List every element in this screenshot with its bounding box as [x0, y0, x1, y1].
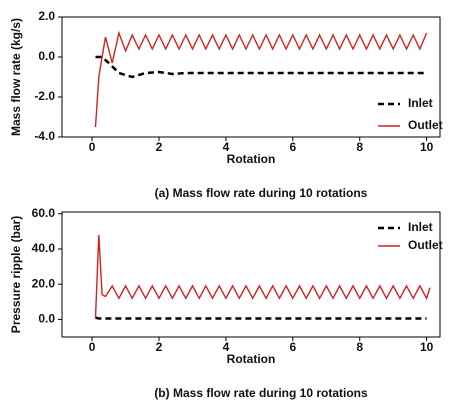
- y-tick-label: -4.0: [34, 129, 55, 143]
- y-tick-label: 20.0: [32, 276, 56, 290]
- y-tick-label: 0.0: [38, 312, 55, 326]
- y-tick-label: 2.0: [38, 9, 55, 23]
- x-tick-label: 2: [156, 340, 163, 354]
- caption: (a) Mass flow rate during 10 rotations: [155, 186, 368, 200]
- x-tick-label: 8: [356, 140, 363, 154]
- y-axis-label: Pressure ripple (bar): [9, 216, 23, 333]
- x-tick-label: 10: [420, 140, 434, 154]
- series-line: [94, 30, 428, 128]
- y-tick-label: -2.0: [34, 89, 55, 103]
- plot-frame: [61, 16, 441, 138]
- caption: (b) Mass flow rate during 10 rotations: [154, 386, 368, 400]
- series-line: [94, 234, 431, 318]
- x-axis-label: Rotation: [227, 152, 276, 166]
- legend-label: Inlet: [408, 220, 433, 234]
- legend-label: Outlet: [408, 118, 443, 132]
- series-line: [95, 55, 427, 79]
- y-axis-label: Mass flow rate (kg/s): [9, 18, 23, 136]
- x-tick-label: 6: [289, 340, 296, 354]
- legend-label: Outlet: [408, 238, 443, 252]
- x-tick-label: 6: [289, 140, 296, 154]
- series-line: [95, 316, 427, 320]
- x-tick-label: 4: [223, 340, 230, 354]
- x-tick-label: 10: [420, 340, 434, 354]
- y-tick-label: 0.0: [38, 49, 55, 63]
- x-tick-label: 8: [356, 340, 363, 354]
- x-tick-label: 4: [223, 140, 230, 154]
- legend-label: Inlet: [408, 96, 433, 110]
- x-tick-label: 0: [89, 140, 96, 154]
- x-tick-label: 0: [89, 340, 96, 354]
- y-tick-label: 40.0: [32, 241, 56, 255]
- x-axis-label: Rotation: [227, 352, 276, 366]
- x-tick-label: 2: [156, 140, 163, 154]
- y-tick-label: 60.0: [32, 206, 56, 220]
- plot-frame: [61, 211, 441, 338]
